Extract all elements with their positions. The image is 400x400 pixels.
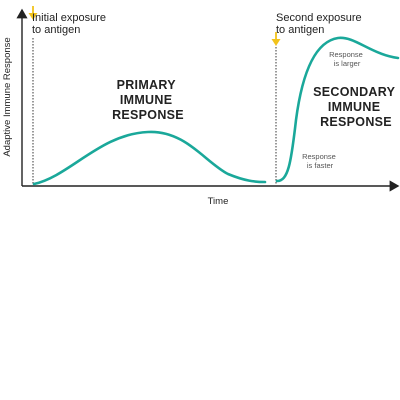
initial-exposure-label-line2: to antigen — [32, 24, 80, 36]
svg-text:Initial exposure to antige: Initial exposure to antigen — [32, 12, 109, 36]
y-axis-label: Adaptive Immune Response — [2, 37, 13, 156]
second-exposure-label-line2: to antigen — [276, 24, 324, 36]
x-axis-label: Time — [208, 196, 229, 207]
svg-text:Second exposure to antigen: Second exposure to antigen — [276, 12, 365, 36]
second-exposure-label-line1: Second exposure — [276, 12, 362, 24]
note-larger-line2: is larger — [334, 59, 361, 68]
note-larger-line1: Response — [329, 50, 363, 59]
note-faster-line1: Response — [302, 152, 336, 161]
secondary-label-line3: RESPONSE — [320, 115, 392, 129]
note-faster-line2: is faster — [307, 161, 334, 170]
initial-exposure-arrow-icon — [28, 6, 38, 20]
primary-label-line3: RESPONSE — [112, 108, 184, 122]
svg-text:Response is larger: Response is larger — [329, 50, 365, 68]
second-exposure-arrow-icon — [271, 32, 281, 46]
primary-label-line1: PRIMARY — [117, 78, 177, 92]
secondary-response-curve — [275, 36, 400, 183]
secondary-label-line1: SECONDARY — [313, 85, 395, 99]
svg-text:PRIMARY IMMUNE RESPONS: PRIMARY IMMUNE RESPONSE — [112, 78, 184, 122]
primary-label-line2: IMMUNE — [120, 93, 173, 107]
primary-response-curve — [32, 130, 267, 186]
initial-exposure-label-line1: Initial exposure — [32, 12, 106, 24]
svg-text:SECONDARY IMMUNE RESPO: SECONDARY IMMUNE RESPONSE — [313, 85, 399, 129]
secondary-label-line2: IMMUNE — [328, 100, 381, 114]
svg-text:Response is faster: Response is faster — [302, 152, 338, 170]
